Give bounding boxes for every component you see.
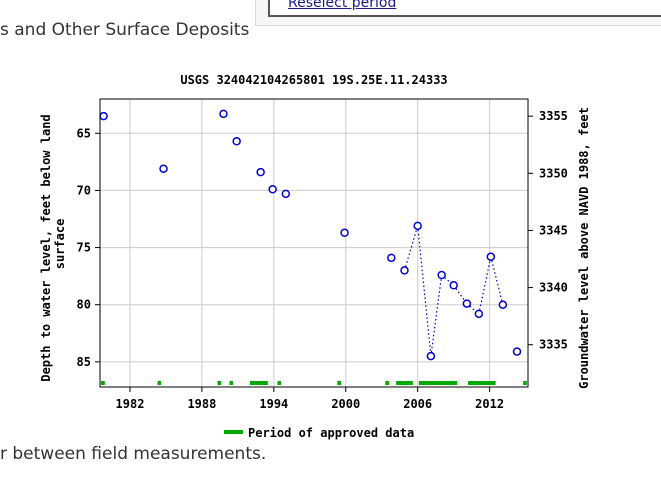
data-point bbox=[498, 300, 508, 309]
data-point bbox=[512, 347, 522, 356]
x-tick-label: 2012 bbox=[475, 397, 504, 411]
x-tick-label: 1988 bbox=[187, 397, 216, 411]
approved-period-bar bbox=[468, 381, 496, 385]
y-axis-left: 65 70 75 80 85 bbox=[77, 126, 100, 369]
approved-period-bar bbox=[396, 381, 413, 385]
y-axis-left-label-line1: Depth to water level, feet below land bbox=[39, 114, 53, 381]
reselect-box: Reselect period bbox=[268, 0, 661, 17]
data-point bbox=[437, 270, 446, 280]
data-point bbox=[486, 252, 496, 261]
data-point bbox=[340, 228, 349, 237]
y-tick-label-right: 3345 bbox=[539, 223, 568, 237]
approved-period-bar bbox=[385, 381, 389, 385]
approved-periods bbox=[101, 381, 527, 385]
chart-title: USGS 324042104265801 19S.25E.11.24333 bbox=[180, 73, 447, 87]
data-point bbox=[256, 167, 265, 177]
x-axis: 1982 1988 1994 2000 2006 2012 bbox=[116, 387, 504, 411]
y-tick-label-left: 80 bbox=[77, 298, 91, 312]
y-tick-label-right: 3335 bbox=[539, 338, 568, 352]
data-point bbox=[474, 309, 484, 319]
dotted-connector bbox=[490, 256, 504, 305]
approved-period-bar bbox=[277, 381, 282, 385]
data-point bbox=[99, 111, 108, 121]
plot-frame bbox=[99, 98, 529, 388]
y-tick-label-left: 65 bbox=[77, 126, 91, 140]
data-point bbox=[400, 266, 409, 275]
x-tick-label: 2006 bbox=[403, 397, 432, 411]
y-tick-label-right: 3355 bbox=[539, 109, 568, 123]
reselect-period-link[interactable]: Reselect period bbox=[288, 0, 397, 11]
dotted-connector bbox=[478, 256, 492, 314]
data-point bbox=[219, 109, 228, 119]
y-axis-right-label: Groundwater level above NAVD 1988, feet bbox=[577, 107, 591, 389]
reselect-panel: Reselect period bbox=[255, 0, 661, 26]
legend-swatch bbox=[224, 430, 243, 434]
data-point bbox=[387, 253, 396, 263]
data-point bbox=[462, 299, 472, 308]
dotted-connector bbox=[430, 274, 443, 357]
approved-period-bar bbox=[101, 381, 105, 385]
data-points bbox=[99, 109, 522, 361]
x-tick-label: 1982 bbox=[116, 397, 145, 411]
dotted-connector bbox=[417, 225, 432, 357]
y-axis-left-label-line2: surface bbox=[53, 219, 67, 270]
y-tick-label-left: 75 bbox=[77, 241, 91, 255]
y-tick-label-left: 85 bbox=[77, 355, 91, 369]
data-point bbox=[159, 164, 168, 173]
y-tick-label-right: 3340 bbox=[539, 281, 568, 295]
data-point bbox=[232, 137, 241, 146]
dotted-connector bbox=[403, 225, 419, 271]
approved-period-bar bbox=[418, 381, 458, 385]
y-axis-right: 3355 3350 3345 3340 3335 bbox=[528, 109, 568, 352]
y-tick-label-right: 3350 bbox=[539, 166, 568, 180]
caption-fragment: r between field measurements. bbox=[0, 444, 267, 464]
dotted-connectors bbox=[403, 225, 504, 357]
data-point bbox=[413, 221, 422, 231]
section-heading-fragment: s and Other Surface Deposits bbox=[0, 20, 250, 40]
x-tick-label: 1994 bbox=[259, 397, 288, 411]
data-point bbox=[268, 185, 277, 194]
x-tick-label: 2000 bbox=[331, 397, 360, 411]
approved-period-bar bbox=[523, 381, 527, 385]
approved-period-bar bbox=[157, 381, 162, 385]
approved-period-bar bbox=[249, 381, 268, 385]
grid bbox=[100, 99, 528, 387]
approved-period-bar bbox=[229, 381, 234, 385]
data-point bbox=[449, 281, 458, 290]
approved-period-bar bbox=[217, 381, 222, 385]
legend-label: Period of approved data bbox=[248, 426, 414, 440]
y-tick-label-left: 70 bbox=[77, 183, 91, 197]
data-point bbox=[426, 351, 436, 361]
approved-period-bar bbox=[337, 381, 341, 385]
data-point bbox=[281, 189, 291, 199]
